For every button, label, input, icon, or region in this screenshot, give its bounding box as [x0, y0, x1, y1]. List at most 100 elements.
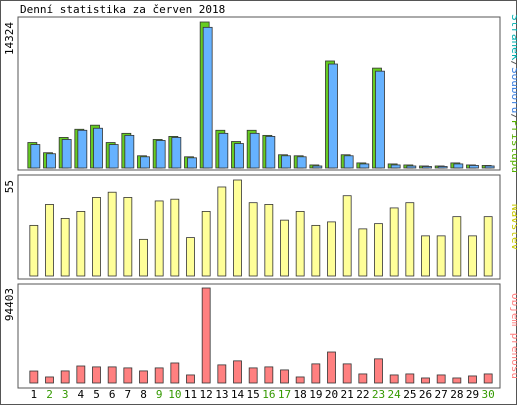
- x-tick-label: 3: [62, 388, 69, 401]
- bar: [249, 132, 260, 169]
- bar: [154, 200, 164, 277]
- legend-separator: /: [509, 113, 517, 120]
- bar: [186, 374, 195, 384]
- x-tick-label: 16: [262, 388, 275, 401]
- bar: [45, 204, 54, 277]
- bar: [46, 153, 56, 169]
- bar: [264, 366, 274, 384]
- bar: [154, 367, 164, 384]
- bar: [29, 370, 39, 384]
- x-tick-label: 25: [403, 388, 416, 401]
- bar: [234, 143, 244, 169]
- panel-label: Návštěv: [509, 204, 517, 251]
- bar: [375, 70, 385, 169]
- bar: [405, 373, 415, 384]
- bar: [421, 235, 430, 277]
- x-tick-label: 17: [278, 388, 291, 401]
- x-tick-label: 27: [435, 388, 448, 401]
- bar: [29, 224, 39, 277]
- bar: [92, 197, 101, 277]
- x-tick-label: 28: [450, 388, 463, 401]
- x-tick-label: 1: [31, 388, 38, 401]
- x-tick-label: 15: [247, 388, 260, 401]
- bar: [295, 211, 305, 277]
- bar: [468, 375, 477, 384]
- bar: [60, 370, 70, 384]
- bar: [389, 207, 399, 277]
- panel: [17, 283, 501, 389]
- bar: [92, 366, 101, 384]
- bar: [422, 166, 432, 169]
- bar: [295, 376, 305, 384]
- bar: [452, 377, 462, 384]
- bar: [358, 228, 368, 277]
- bar: [155, 140, 166, 169]
- bar: [107, 191, 117, 277]
- bar: [264, 204, 274, 277]
- bar: [170, 198, 180, 277]
- bar: [342, 195, 352, 277]
- x-tick-label: 7: [125, 388, 132, 401]
- bar: [30, 144, 41, 169]
- bar: [233, 179, 242, 277]
- bar: [93, 127, 103, 169]
- y-tick-label: 14324: [3, 22, 16, 55]
- x-tick-label: 13: [215, 388, 228, 401]
- bar: [281, 155, 291, 169]
- legend-entry: Přístupů: [509, 120, 517, 173]
- bar: [76, 211, 86, 277]
- bar: [124, 134, 135, 169]
- bar: [296, 156, 307, 169]
- x-tick-label: 26: [419, 388, 432, 401]
- bar: [311, 363, 321, 384]
- bar: [390, 164, 401, 169]
- bar: [218, 132, 229, 169]
- x-tick-label: 8: [140, 388, 147, 401]
- bar: [139, 370, 148, 384]
- bar: [217, 186, 227, 277]
- legend: Stránek/Souborů/Přístupů: [509, 14, 517, 173]
- bar: [61, 139, 72, 169]
- bar: [358, 373, 368, 384]
- bar: [437, 166, 448, 169]
- bar: [233, 360, 242, 384]
- bar: [107, 366, 117, 384]
- x-tick-label: 6: [109, 388, 116, 401]
- bar: [328, 63, 338, 169]
- bar: [374, 223, 383, 277]
- bar: [45, 376, 54, 384]
- bar: [405, 202, 415, 277]
- bar: [108, 144, 119, 169]
- bar: [60, 217, 70, 277]
- bar: [140, 156, 150, 169]
- x-tick-label: 18: [294, 388, 307, 401]
- bar: [484, 165, 495, 169]
- bar: [436, 374, 446, 384]
- bar: [421, 377, 430, 384]
- bar: [123, 197, 133, 277]
- bar: [406, 165, 417, 169]
- x-tick-label: 29: [466, 388, 479, 401]
- x-tick-label: 19: [309, 388, 322, 401]
- x-tick-label: 11: [184, 388, 197, 401]
- bar: [311, 224, 321, 277]
- bar: [280, 219, 289, 277]
- panel-label: Objem přenosu: [509, 293, 517, 379]
- bar: [201, 211, 211, 277]
- bar: [202, 26, 213, 169]
- y-tick-label: 55: [3, 180, 16, 193]
- x-tick-label: 10: [168, 388, 181, 401]
- bar: [312, 165, 323, 169]
- bar: [217, 364, 227, 384]
- bar: [327, 221, 336, 277]
- x-tick-label: 14: [231, 388, 245, 401]
- bar: [374, 358, 383, 384]
- bar: [436, 235, 446, 277]
- legend-entry: Souborů: [509, 67, 517, 113]
- legend-entry: Stránek: [509, 14, 517, 61]
- bar: [171, 137, 182, 169]
- bar: [342, 363, 352, 384]
- chart-title: Denní statistika za červen 2018: [20, 3, 225, 16]
- bar: [327, 351, 336, 384]
